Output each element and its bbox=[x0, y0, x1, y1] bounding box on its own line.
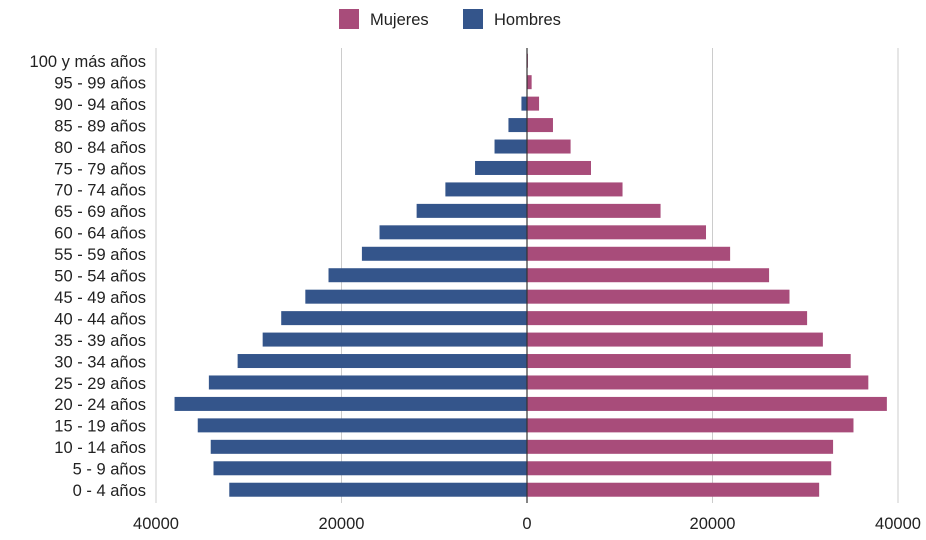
bar-mujeres-10 bbox=[527, 268, 770, 283]
bar-hombres-15 bbox=[208, 375, 527, 390]
bar-hombres-18 bbox=[210, 439, 527, 454]
category-label-12: 40 - 44 años bbox=[54, 310, 146, 328]
x-tick-label-0: 40000 bbox=[133, 515, 179, 533]
bar-hombres-16 bbox=[174, 396, 528, 411]
bar-mujeres-14 bbox=[527, 354, 851, 369]
bar-mujeres-12 bbox=[527, 311, 808, 326]
category-label-7: 65 - 69 años bbox=[54, 203, 146, 221]
x-tick-label-2: 0 bbox=[522, 515, 531, 533]
x-tick-label-1: 20000 bbox=[319, 515, 365, 533]
bar-mujeres-11 bbox=[527, 289, 790, 304]
category-label-2: 90 - 94 años bbox=[54, 96, 146, 114]
legend: Mujeres Hombres bbox=[339, 9, 561, 29]
bar-mujeres-6 bbox=[527, 182, 623, 197]
bar-mujeres-19 bbox=[527, 461, 832, 476]
legend-label-mujeres: Mujeres bbox=[370, 11, 429, 29]
bar-mujeres-13 bbox=[527, 332, 823, 347]
x-tick-label-4: 40000 bbox=[875, 515, 921, 533]
bar-mujeres-4 bbox=[527, 139, 571, 154]
bar-mujeres-9 bbox=[527, 246, 731, 261]
category-label-8: 60 - 64 años bbox=[54, 225, 146, 243]
bar-mujeres-2 bbox=[527, 96, 540, 111]
bar-hombres-6 bbox=[445, 182, 527, 197]
bar-mujeres-7 bbox=[527, 203, 661, 218]
category-label-18: 10 - 14 años bbox=[54, 439, 146, 457]
bar-mujeres-18 bbox=[527, 439, 834, 454]
bar-hombres-11 bbox=[305, 289, 527, 304]
category-label-15: 25 - 29 años bbox=[54, 375, 146, 393]
bar-hombres-13 bbox=[262, 332, 527, 347]
category-label-10: 50 - 54 años bbox=[54, 268, 146, 286]
bar-hombres-7 bbox=[416, 203, 527, 218]
bar-mujeres-20 bbox=[527, 482, 820, 497]
category-label-20: 0 - 4 años bbox=[73, 482, 146, 500]
bar-hombres-5 bbox=[475, 160, 527, 175]
category-label-0: 100 y más años bbox=[30, 53, 146, 71]
category-label-13: 35 - 39 años bbox=[54, 332, 146, 350]
category-label-19: 5 - 9 años bbox=[73, 461, 146, 479]
category-label-11: 45 - 49 años bbox=[54, 289, 146, 307]
bar-mujeres-15 bbox=[527, 375, 869, 390]
bar-hombres-19 bbox=[213, 461, 527, 476]
bar-mujeres-3 bbox=[527, 118, 553, 133]
bar-hombres-8 bbox=[379, 225, 527, 240]
bar-hombres-3 bbox=[508, 118, 527, 133]
category-label-4: 80 - 84 años bbox=[54, 139, 146, 157]
bar-hombres-4 bbox=[494, 139, 527, 154]
x-tick-label-3: 20000 bbox=[690, 515, 736, 533]
bar-hombres-14 bbox=[237, 354, 527, 369]
category-label-6: 70 - 74 años bbox=[54, 182, 146, 200]
category-label-1: 95 - 99 años bbox=[54, 74, 146, 92]
bars bbox=[174, 53, 887, 497]
bar-mujeres-5 bbox=[527, 160, 591, 175]
category-label-14: 30 - 34 años bbox=[54, 353, 146, 371]
bar-hombres-10 bbox=[328, 268, 527, 283]
bar-hombres-20 bbox=[229, 482, 527, 497]
category-label-17: 15 - 19 años bbox=[54, 418, 146, 436]
category-label-5: 75 - 79 años bbox=[54, 160, 146, 178]
legend-swatch-mujeres bbox=[339, 9, 359, 29]
bar-hombres-2 bbox=[521, 96, 527, 111]
legend-label-hombres: Hombres bbox=[494, 11, 561, 29]
legend-swatch-hombres bbox=[463, 9, 483, 29]
bar-hombres-9 bbox=[361, 246, 527, 261]
bar-mujeres-8 bbox=[527, 225, 707, 240]
category-labels: 100 y más años 95 - 99 años 90 - 94 años 85… bbox=[30, 53, 146, 500]
bar-mujeres-16 bbox=[527, 396, 887, 411]
category-label-3: 85 - 89 años bbox=[54, 117, 146, 135]
category-label-9: 55 - 59 años bbox=[54, 246, 146, 264]
bar-mujeres-17 bbox=[527, 418, 854, 433]
x-axis: 40000 20000 0 20000 40000 bbox=[133, 48, 921, 533]
bar-hombres-17 bbox=[197, 418, 528, 433]
bar-hombres-12 bbox=[281, 311, 527, 326]
bar-mujeres-1 bbox=[527, 75, 532, 90]
category-label-16: 20 - 24 años bbox=[54, 396, 146, 414]
